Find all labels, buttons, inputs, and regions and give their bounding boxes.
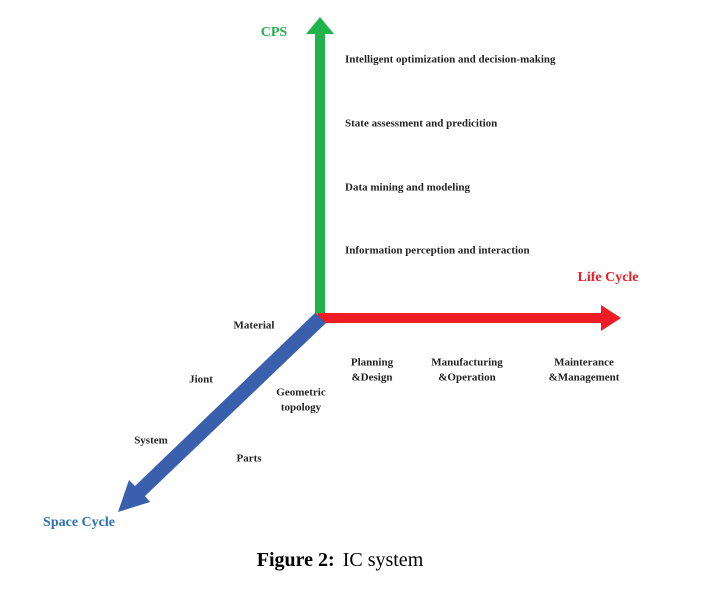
cps-level: Information perception and interaction [345,245,530,257]
life-stage: &Management [549,372,620,384]
life-stage: &Operation [438,372,495,384]
life-cycle-label: Life Cycle [577,270,638,285]
cps-label: CPS [261,25,288,40]
space-item: Geometric [276,387,326,399]
life-cycle-arrow [318,305,621,331]
space-item: Parts [236,453,262,465]
space-item: Jiont [189,374,213,386]
cps-arrow [306,17,334,318]
space-item: System [134,435,168,447]
cps-level: State assessment and predicition [345,118,497,130]
life-stage: Mainterance [554,357,614,369]
caption: Figure 2: IC system [257,549,424,571]
life-stage: Planning [351,357,394,369]
life-stage: Manufacturing [431,357,503,369]
caption-label: Figure 2: [257,549,335,571]
space-cycle-label: Space Cycle [43,515,115,530]
space-item: Material [234,320,275,332]
space-cycle-arrow [118,313,326,512]
cps-level: Data mining and modeling [345,182,470,194]
caption-text: IC system [343,549,424,571]
cps-level: Intelligent optimization and decision-ma… [345,54,556,66]
space-item: topology [281,402,322,414]
life-stage: &Design [352,372,393,384]
